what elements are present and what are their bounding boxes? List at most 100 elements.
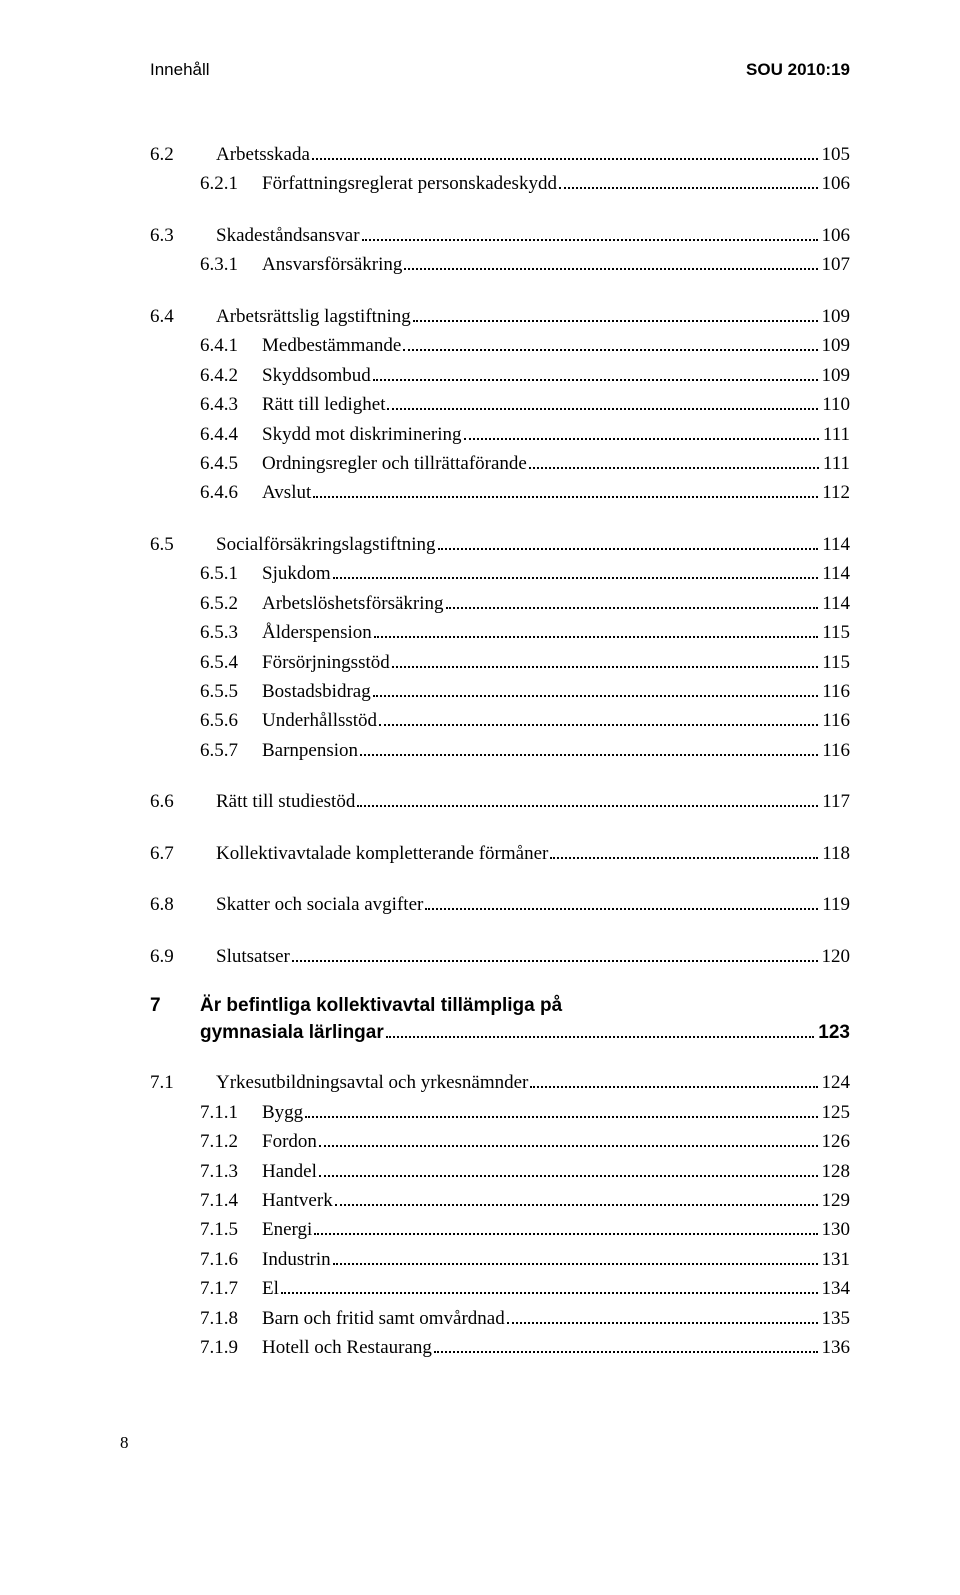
toc-section: 7.1Yrkesutbildningsavtal och yrkesnämnde… xyxy=(150,1068,850,1362)
toc-page: 114 xyxy=(820,559,850,588)
toc-leader-dots xyxy=(333,577,819,579)
table-of-contents: 6.2Arbetsskada1056.2.1Författningsregler… xyxy=(150,140,850,1363)
toc-page: 119 xyxy=(820,890,850,919)
toc-entry: 6.4.2Skyddsombud 109 xyxy=(150,361,850,390)
toc-leader-dots xyxy=(360,754,818,756)
toc-leader-dots xyxy=(386,1036,815,1038)
toc-title: El xyxy=(262,1274,279,1303)
toc-leader-dots xyxy=(404,268,817,270)
toc-title: Bostadsbidrag xyxy=(262,677,371,706)
toc-page: 106 xyxy=(820,169,851,198)
toc-leader-dots xyxy=(529,467,819,469)
toc-entry: 6.2Arbetsskada105 xyxy=(150,140,850,169)
toc-number: 7.1 xyxy=(150,1068,216,1097)
toc-number: 6.4.1 xyxy=(200,331,262,360)
toc-page: 120 xyxy=(820,942,851,971)
toc-number: 6.8 xyxy=(150,890,216,919)
toc-entry: 6.4.6Avslut112 xyxy=(150,478,850,507)
toc-title: Ålderspension xyxy=(262,618,372,647)
toc-title: Handel xyxy=(262,1157,317,1186)
toc-number: 6.2 xyxy=(150,140,216,169)
toc-leader-dots xyxy=(333,1263,818,1265)
toc-entry: 6.4.5Ordningsregler och tillrättaförande… xyxy=(150,449,850,478)
toc-leader-dots xyxy=(281,1292,818,1294)
toc-number: 6.4.2 xyxy=(200,361,262,390)
toc-page: 124 xyxy=(820,1068,851,1097)
toc-entry: 6.5.2Arbetslöshetsförsäkring114 xyxy=(150,589,850,618)
toc-number: 7.1.6 xyxy=(200,1245,262,1274)
toc-entry: 6.8Skatter och sociala avgifter 119 xyxy=(150,890,850,919)
toc-leader-dots xyxy=(379,724,818,726)
toc-page: 109 xyxy=(820,302,851,331)
toc-section: 6.9Slutsatser120 xyxy=(150,942,850,971)
toc-title: Socialförsäkringslagstiftning xyxy=(216,530,436,559)
toc-entry: 7.1.6Industrin131 xyxy=(150,1245,850,1274)
toc-leader-dots xyxy=(314,1233,817,1235)
toc-number: 6.3 xyxy=(150,221,216,250)
toc-section: 6.3Skadeståndsansvar1066.3.1Ansvarsförsä… xyxy=(150,221,850,280)
toc-leader-dots xyxy=(319,1175,818,1177)
toc-entry: 7.1.1Bygg125 xyxy=(150,1098,850,1127)
toc-number: 6.5.3 xyxy=(200,618,262,647)
toc-entry: 7.1.3Handel128 xyxy=(150,1157,850,1186)
toc-entry: 6.5.7Barnpension116 xyxy=(150,736,850,765)
toc-leader-dots xyxy=(507,1322,818,1324)
toc-page: 114 xyxy=(820,530,850,559)
toc-title: Barn och fritid samt omvårdnad xyxy=(262,1304,505,1333)
toc-title: Fordon xyxy=(262,1127,317,1156)
toc-title: Energi xyxy=(262,1215,312,1244)
toc-chapter: 7Är befintliga kollektivavtal tillämplig… xyxy=(150,993,850,1046)
toc-number: 6.4.5 xyxy=(200,449,262,478)
toc-title: Skatter och sociala avgifter xyxy=(216,890,423,919)
toc-number: 6.3.1 xyxy=(200,250,262,279)
toc-entry: 7.1.5Energi130 xyxy=(150,1215,850,1244)
toc-section: 6.7Kollektivavtalade kompletterande förm… xyxy=(150,839,850,868)
toc-page: 107 xyxy=(820,250,851,279)
toc-entry: 6.6Rätt till studiestöd117 xyxy=(150,787,850,816)
toc-entry: 6.5.6Underhållsstöd116 xyxy=(150,706,850,735)
header-right: SOU 2010:19 xyxy=(746,60,850,80)
toc-leader-dots xyxy=(530,1086,817,1088)
toc-leader-dots xyxy=(387,408,818,410)
toc-page: 112 xyxy=(820,478,850,507)
toc-number: 6.5.2 xyxy=(200,589,262,618)
toc-page: 109 xyxy=(820,361,851,390)
toc-title: Avslut xyxy=(262,478,311,507)
toc-section: 6.4Arbetsrättslig lagstiftning1096.4.1Me… xyxy=(150,302,850,508)
toc-page: 117 xyxy=(820,787,850,816)
toc-entry: 6.4Arbetsrättslig lagstiftning109 xyxy=(150,302,850,331)
toc-section: 6.5Socialförsäkringslagstiftning 114 6.5.1… xyxy=(150,530,850,766)
toc-title: Underhållsstöd xyxy=(262,706,377,735)
toc-entry: 6.2.1Författningsreglerat personskadesky… xyxy=(150,169,850,198)
toc-page: 105 xyxy=(820,140,851,169)
toc-number: 7.1.5 xyxy=(200,1215,262,1244)
toc-chapter-page: 123 xyxy=(816,1020,850,1047)
toc-title: Ordningsregler och tillrättaförande xyxy=(262,449,527,478)
toc-leader-dots xyxy=(559,187,818,189)
toc-number: 6.7 xyxy=(150,839,216,868)
toc-leader-dots xyxy=(425,908,818,910)
toc-entry: 6.5Socialförsäkringslagstiftning 114 xyxy=(150,530,850,559)
toc-section: 6.8Skatter och sociala avgifter 119 xyxy=(150,890,850,919)
toc-number: 6.5 xyxy=(150,530,216,559)
toc-entry: 7.1.7El134 xyxy=(150,1274,850,1303)
toc-leader-dots xyxy=(374,636,818,638)
toc-page: 136 xyxy=(820,1333,851,1362)
toc-leader-dots xyxy=(373,695,818,697)
toc-number: 6.9 xyxy=(150,942,216,971)
toc-page: 125 xyxy=(820,1098,851,1127)
page-header: Innehåll SOU 2010:19 xyxy=(150,60,850,80)
toc-page: 135 xyxy=(820,1304,851,1333)
toc-title: Bygg xyxy=(262,1098,303,1127)
toc-section: 6.6Rätt till studiestöd117 xyxy=(150,787,850,816)
toc-title: Rätt till ledighet xyxy=(262,390,385,419)
toc-number: 6.5.1 xyxy=(200,559,262,588)
toc-entry: 6.3.1Ansvarsförsäkring107 xyxy=(150,250,850,279)
toc-entry: 6.4.3Rätt till ledighet110 xyxy=(150,390,850,419)
toc-entry: 6.4.4Skydd mot diskriminering111 xyxy=(150,420,850,449)
toc-number: 6.4.4 xyxy=(200,420,262,449)
toc-title: Skyddsombud xyxy=(262,361,371,390)
toc-page: 118 xyxy=(820,839,850,868)
toc-title: Skadeståndsansvar xyxy=(216,221,360,250)
toc-title: Författningsreglerat personskadeskydd xyxy=(262,169,557,198)
